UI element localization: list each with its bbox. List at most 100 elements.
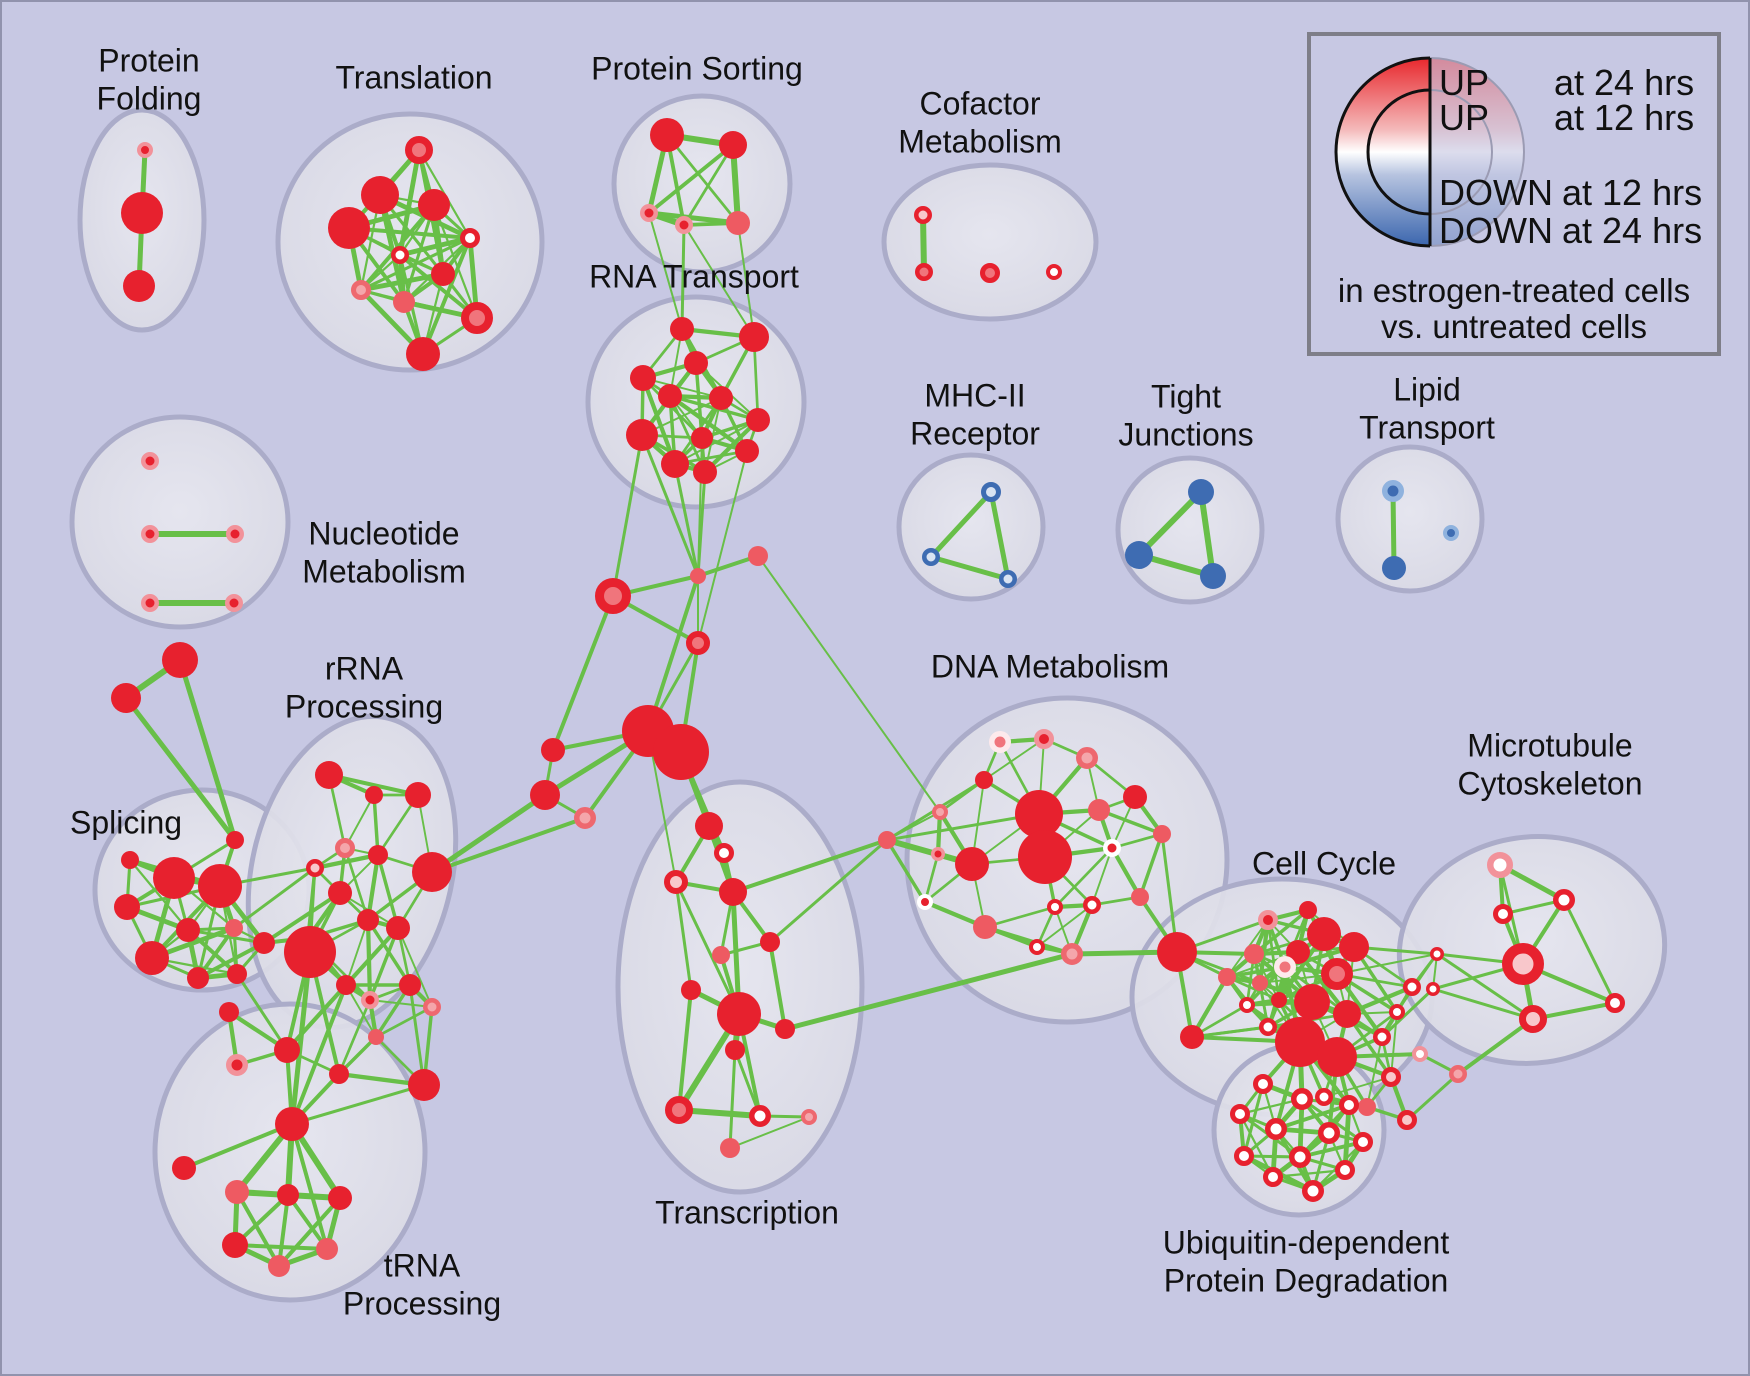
edge-translation <box>421 236 472 356</box>
edge-mhc <box>928 554 1011 582</box>
cluster-label-protein_sorting-line0: Protein Sorting <box>591 50 803 86</box>
node-ubiquitin-7 <box>1234 1146 1254 1166</box>
node-cell_cycle-4 <box>1286 940 1310 964</box>
node-rrna-1 <box>365 786 383 804</box>
cluster-label-protein_folding-line0: Protein <box>98 42 199 78</box>
edge-trna <box>277 1193 290 1268</box>
edge-link-protein_sorting-rna_transport <box>680 223 686 331</box>
edge-dna <box>1138 832 1164 899</box>
edge-cell_cycle <box>1366 1036 1383 1108</box>
node-stem-0 <box>595 578 631 614</box>
node-protein_folding-2 <box>123 270 155 302</box>
edge-dna <box>1091 847 1113 906</box>
edge-protein_sorting <box>646 210 741 226</box>
cluster-ellipse-cofactor <box>881 162 1099 322</box>
node-trna-3 <box>277 1184 299 1206</box>
edge-stem <box>696 554 760 578</box>
edge-splice_tri <box>177 657 238 843</box>
legend-box <box>1307 32 1721 356</box>
edge-translation <box>432 203 479 320</box>
node-translation-7 <box>351 280 371 300</box>
node-trna-1 <box>172 1156 196 1180</box>
node-rna_transport-3 <box>630 365 656 391</box>
node-microtubule-0 <box>1487 852 1513 878</box>
cluster-ellipse-tight_junctions <box>1115 455 1265 605</box>
edge-splicing <box>128 858 190 932</box>
cluster-label-trna-line0: tRNA <box>384 1247 461 1283</box>
node-lipid-2 <box>1443 525 1459 541</box>
node-rrna-4 <box>306 859 324 877</box>
node-rrna-3 <box>335 838 355 858</box>
node-mhc-1 <box>922 548 940 566</box>
edge-tight_junctions <box>1198 489 1216 579</box>
edge-link-rrna-stem <box>429 792 548 875</box>
cluster-label-transcription-line0: Transcription <box>655 1194 839 1230</box>
node-transcription-11 <box>749 1105 771 1127</box>
node-microtubule-6 <box>1519 1005 1547 1033</box>
node-ubiquitin-4 <box>1265 1118 1287 1140</box>
node-rrna-0 <box>315 761 343 789</box>
node-rrna-5 <box>368 845 388 865</box>
node-dna-7 <box>1015 790 1063 838</box>
node-microtubule-1 <box>1553 889 1575 911</box>
edge-link-protein_sorting-rna_transport <box>683 224 755 338</box>
edge-rrna <box>369 999 433 1008</box>
cluster-ellipse-lipid <box>1335 444 1485 594</box>
edge-rrna <box>408 983 426 1087</box>
node-cell_cycle-13 <box>1333 1000 1361 1028</box>
edge-dna <box>885 838 927 904</box>
node-cell_cycle-5 <box>1244 944 1264 964</box>
node-protein_sorting-1 <box>719 131 747 159</box>
node-dna-14 <box>917 894 933 910</box>
node-protein_sorting-3 <box>675 216 693 234</box>
node-translation-6 <box>431 262 455 286</box>
node-cell_cycle-3 <box>1339 932 1369 962</box>
node-protein_sorting-4 <box>726 211 750 235</box>
edge-protein_sorting <box>647 143 735 215</box>
node-cell_cycle-11 <box>1271 992 1287 1008</box>
node-trna-6 <box>316 1238 338 1260</box>
cluster-label-trna-line1: Processing <box>343 1285 501 1321</box>
node-dna-19 <box>1029 939 1045 955</box>
cluster-label-cofactor-line1: Metabolism <box>898 123 1062 159</box>
node-splice_tri-2 <box>226 831 244 849</box>
node-stem-3 <box>686 631 710 655</box>
legend-caption-line1: in estrogen-treated cells <box>1338 272 1690 309</box>
legend-down-12-time: at 12 hrs <box>1562 172 1702 213</box>
edge-link-stem-dna <box>757 555 941 813</box>
node-microtubule-5 <box>1426 982 1440 996</box>
node-transcription-12 <box>801 1109 817 1125</box>
edge-transcription <box>677 988 693 1112</box>
node-rrna-16 <box>368 1029 384 1045</box>
edge-mhc <box>928 489 994 560</box>
cluster-label-lipid-line0: Lipid <box>1393 371 1461 407</box>
node-nucleotide-2 <box>226 525 244 543</box>
node-protein_sorting-2 <box>640 204 658 222</box>
node-nucleotide-0 <box>141 452 159 470</box>
node-dna-12 <box>1153 825 1171 843</box>
edge-protein_sorting <box>665 133 740 225</box>
node-transcription-3 <box>719 878 747 906</box>
node-tight_junctions-0 <box>1188 479 1214 505</box>
node-cell_cycle-23 <box>1315 1088 1333 1106</box>
node-rna_transport-10 <box>661 450 689 478</box>
legend-down-12-state: DOWN <box>1439 172 1553 213</box>
edge-translation <box>397 147 422 258</box>
node-dna-1 <box>1034 729 1054 749</box>
edge-trna <box>233 1243 329 1251</box>
node-cell_cycle-1 <box>1299 901 1317 919</box>
edge-link-cell_cycle-microtubule <box>1336 953 1438 975</box>
node-rrna-9 <box>386 916 410 940</box>
node-ubiquitin-5 <box>1318 1122 1340 1144</box>
edge-transcription <box>768 940 787 1031</box>
node-stem-2 <box>748 546 768 566</box>
node-rrna-2 <box>405 782 431 808</box>
node-stem-1 <box>690 568 706 584</box>
node-microtubule-7 <box>1605 993 1625 1013</box>
node-translation-3 <box>418 189 450 221</box>
node-rrna-11 <box>284 926 336 978</box>
node-ubiquitin-3 <box>1230 1104 1250 1124</box>
legend-caption-line2: vs. untreated cells <box>1381 308 1647 345</box>
node-lipid-0 <box>1382 480 1404 502</box>
edge-lipid <box>1390 488 1397 571</box>
